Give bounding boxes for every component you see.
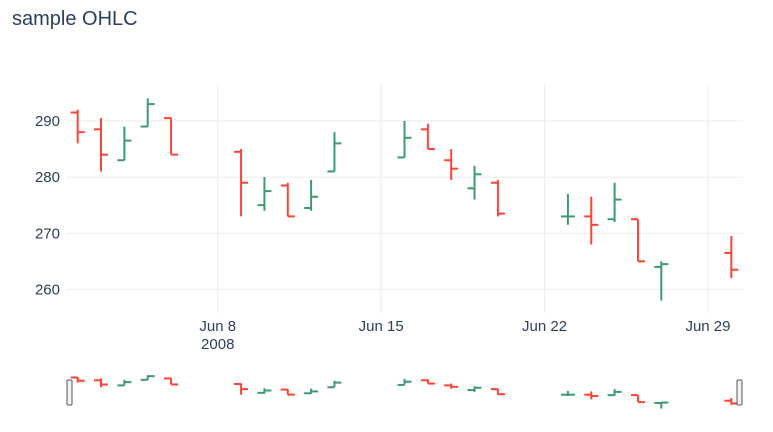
mini-ohlc-bar xyxy=(560,390,575,397)
mini-ohlc-bar xyxy=(234,383,249,395)
ohlc-bar[interactable] xyxy=(327,132,342,173)
ohlc-bar[interactable] xyxy=(140,98,155,128)
mini-ohlc-bar xyxy=(257,388,272,394)
mini-ohlc-bar xyxy=(94,378,109,388)
x-axis-ticks: 2008 Jun 8 Jun 15 Jun 22 Jun 29 xyxy=(199,318,730,353)
mini-ohlc-bar xyxy=(584,391,599,400)
chart-title: sample OHLC xyxy=(12,8,138,30)
ohlc-bar[interactable] xyxy=(444,149,459,180)
ohlc-bar[interactable] xyxy=(397,120,412,159)
ohlc-bars[interactable] xyxy=(70,98,739,301)
ohlc-bar[interactable] xyxy=(234,149,249,217)
ohlc-bar[interactable] xyxy=(420,123,435,151)
grid-layer xyxy=(66,85,743,313)
ohlc-bar[interactable] xyxy=(164,117,179,156)
y-tick-label: 270 xyxy=(35,225,60,242)
ohlc-bar[interactable] xyxy=(607,182,622,223)
ohlc-bar[interactable] xyxy=(117,126,132,162)
range-slider-background xyxy=(66,365,743,416)
ohlc-bar[interactable] xyxy=(304,179,319,211)
range-slider-right-handle[interactable] xyxy=(736,379,743,406)
range-slider-left-handle[interactable] xyxy=(66,379,73,406)
mini-ohlc-bar xyxy=(397,378,412,386)
ohlc-bar[interactable] xyxy=(70,109,85,144)
y-tick-label: 280 xyxy=(35,169,60,186)
mini-ohlc-bar xyxy=(607,389,622,397)
ohlc-bar[interactable] xyxy=(560,193,575,225)
mini-ohlc-bar xyxy=(70,376,85,383)
ohlc-bar[interactable] xyxy=(257,177,272,211)
ohlc-bar[interactable] xyxy=(94,118,109,172)
y-tick-label: 290 xyxy=(35,113,60,130)
x-tick-label: Jun 29 xyxy=(685,318,730,335)
x-axis-year-label: 2008 xyxy=(201,336,234,353)
ohlc-bar[interactable] xyxy=(584,196,599,245)
y-tick-label: 260 xyxy=(35,281,60,298)
mini-ohlc-bar xyxy=(280,388,295,396)
ohlc-bar[interactable] xyxy=(490,179,505,217)
x-tick-label: Jun 15 xyxy=(359,318,404,335)
mini-ohlc-bar xyxy=(420,379,435,385)
mini-ohlc-bar xyxy=(467,386,482,392)
range-slider[interactable] xyxy=(66,365,743,416)
ohlc-bar[interactable] xyxy=(654,261,669,301)
ohlc-bar[interactable] xyxy=(724,236,739,279)
x-tick-label: Jun 8 xyxy=(199,318,236,335)
mini-ohlc-bar xyxy=(304,388,319,395)
ohlc-bar[interactable] xyxy=(467,165,482,200)
mini-ohlc-bar xyxy=(444,383,459,389)
mini-ohlc-bar xyxy=(327,380,342,389)
mini-ohlc-bar xyxy=(140,375,155,381)
ohlc-bar[interactable] xyxy=(280,182,295,218)
mini-ohlc-bar xyxy=(164,377,179,386)
mini-ohlc-bar xyxy=(654,401,669,409)
x-tick-label: Jun 22 xyxy=(522,318,567,335)
mini-ohlc-bar xyxy=(117,379,132,387)
y-axis-ticks: 260 270 280 290 xyxy=(35,113,60,298)
mini-ohlc-bar xyxy=(490,388,505,396)
ohlc-bar[interactable] xyxy=(630,218,645,263)
mini-ohlc-bar xyxy=(630,394,645,404)
